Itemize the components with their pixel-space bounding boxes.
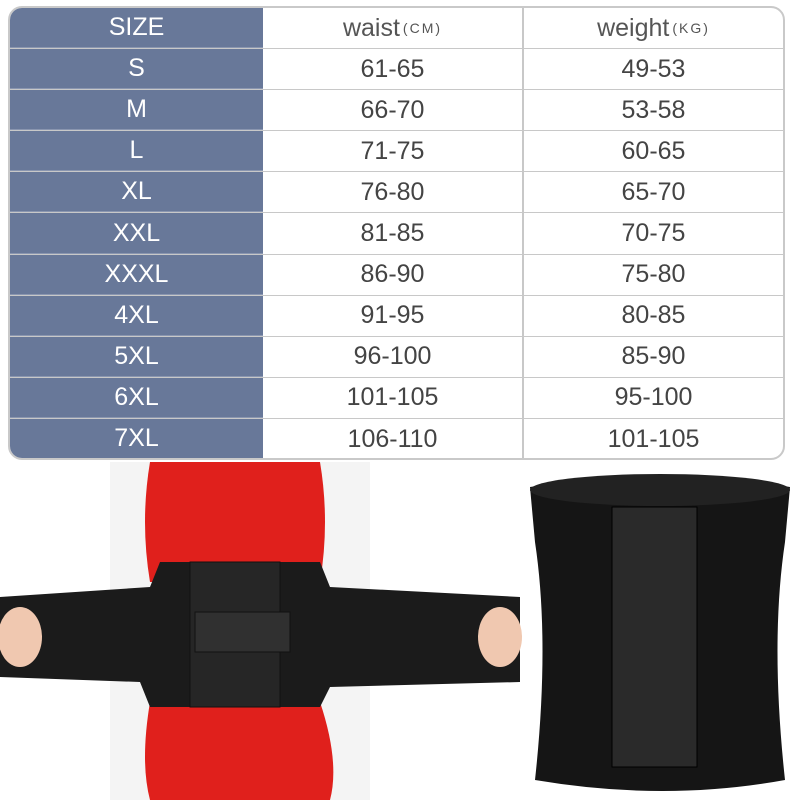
size-cell: M (10, 90, 263, 131)
header-weight: weight (KG) (524, 8, 783, 48)
size-cell: XL (10, 172, 263, 213)
waist-cell: 106-110 (263, 418, 524, 458)
table-row: L 71-75 60-65 (10, 131, 783, 173)
weight-cell: 80-85 (621, 301, 686, 330)
weight-cell: 101-105 (607, 424, 700, 453)
waist-cell: 81-85 (263, 213, 524, 254)
waist-cell: 66-70 (263, 90, 524, 131)
header-waist-label: waist (342, 13, 400, 42)
weight-cell: 53-58 (621, 95, 686, 124)
size-cell: 5XL (10, 336, 263, 377)
table-row: S 61-65 49-53 (10, 49, 783, 91)
waist-cell: 76-80 (263, 172, 524, 213)
waist-cell: 96-100 (263, 336, 524, 377)
weight-cell: 95-100 (614, 383, 693, 412)
waist-cell: 101-105 (263, 377, 524, 418)
model-wearing-belt-image (0, 462, 522, 800)
waist-cell: 86-90 (263, 254, 524, 295)
table-row: 6XL 101-105 95-100 (10, 377, 783, 419)
weight-cell: 49-53 (621, 54, 686, 83)
weight-cell: 65-70 (621, 177, 686, 206)
waist-cell: 91-95 (263, 295, 524, 336)
waist-trainer-product-image (530, 474, 790, 791)
table-row: 4XL 91-95 80-85 (10, 295, 783, 337)
size-cell: 4XL (10, 295, 263, 336)
header-weight-unit: (KG) (672, 20, 710, 37)
product-photos (0, 462, 790, 800)
header-weight-label: weight (597, 13, 670, 42)
size-cell: S (10, 49, 263, 90)
header-size: SIZE (10, 8, 263, 49)
table-row: XXL 81-85 70-75 (10, 213, 783, 255)
size-cell: L (10, 131, 263, 172)
table-header-row: SIZE waist (CM) weight (KG) (10, 8, 783, 50)
size-cell: 7XL (10, 418, 263, 458)
weight-cell: 60-65 (621, 136, 686, 165)
table-row: 5XL 96-100 85-90 (10, 336, 783, 378)
table-row: 7XL 106-110 101-105 (10, 418, 783, 458)
size-chart-table: SIZE waist (CM) weight (KG) S 61-65 49-53 M 66… (8, 6, 785, 460)
table-row: XXXL 86-90 75-80 (10, 254, 783, 296)
header-waist: waist (CM) (263, 8, 524, 49)
table-row: M 66-70 53-58 (10, 90, 783, 132)
weight-cell: 85-90 (621, 342, 686, 371)
waist-cell: 61-65 (263, 49, 524, 90)
size-cell: XXL (10, 213, 263, 254)
weight-cell: 75-80 (621, 260, 686, 289)
table-row: XL 76-80 65-70 (10, 172, 783, 214)
waist-cell: 71-75 (263, 131, 524, 172)
size-cell: XXXL (10, 254, 263, 295)
size-cell: 6XL (10, 377, 263, 418)
header-waist-unit: (CM) (402, 20, 443, 37)
weight-cell: 70-75 (621, 219, 686, 248)
